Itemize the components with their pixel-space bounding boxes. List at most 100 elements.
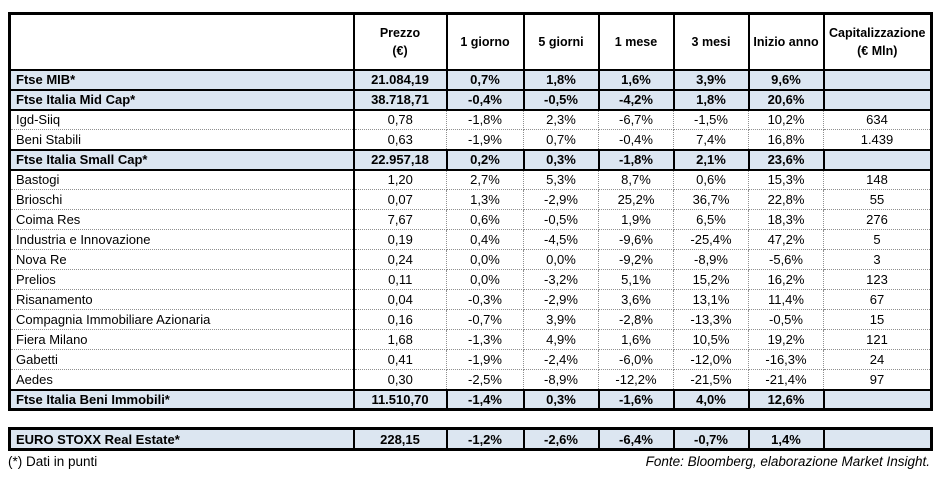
row-prezzo: 1,20 <box>353 169 447 190</box>
row-5-giorni: -2,9% <box>523 189 599 210</box>
table-row: Coima Res 7,67 0,6% -0,5% 1,9% 6,5% 18,3… <box>9 209 932 230</box>
row-3-mesi: 13,1% <box>673 289 749 310</box>
row-5-giorni: 0,3% <box>522 388 600 411</box>
row-inizio-anno: 16,8% <box>748 129 824 150</box>
row-name: Beni Stabili <box>9 129 355 150</box>
row-1-giorno: -1,3% <box>446 329 524 350</box>
row-1-giorno: 1,3% <box>446 189 524 210</box>
row-3-mesi: 15,2% <box>673 269 749 290</box>
row-inizio-anno: 47,2% <box>748 229 824 250</box>
row-1-mese: 1,6% <box>598 329 674 350</box>
footer: (*) Dati in punti Fonte: Bloomberg, elab… <box>8 454 930 469</box>
row-3-mesi: 3,9% <box>672 68 750 91</box>
row-1-mese: 1,9% <box>598 209 674 230</box>
row-3-mesi: 7,4% <box>673 129 749 150</box>
row-cap: 123 <box>823 269 932 290</box>
row-name: Gabetti <box>9 349 355 370</box>
header-cap-line1: Capitalizzazione <box>828 25 926 40</box>
euro-stoxx-row: EURO STOXX Real Estate* 228,15 -1,2% -2,… <box>8 427 933 451</box>
table-row: Ftse Italia Small Cap* 22.957,18 0,2% 0,… <box>8 148 933 171</box>
row-cap <box>822 88 933 111</box>
row-5-giorni: 0,3% <box>522 148 600 171</box>
row-name: Bastogi <box>9 169 355 190</box>
source-note: Fonte: Bloomberg, elaborazione Market In… <box>645 454 930 469</box>
row-cap: 55 <box>823 189 932 210</box>
row-1-mese: -4,2% <box>597 88 675 111</box>
row-name: Ftse Italia Mid Cap* <box>8 88 355 111</box>
row-3-mesi: -12,0% <box>673 349 749 370</box>
row-1-mese: 25,2% <box>598 189 674 210</box>
row-inizio-anno: -16,3% <box>748 349 824 370</box>
row-cap: 1.439 <box>823 129 932 150</box>
row-cap: 97 <box>823 369 932 390</box>
row-1-giorno: -0,3% <box>446 289 524 310</box>
euro-stoxx-name: EURO STOXX Real Estate* <box>8 427 355 451</box>
row-prezzo: 38.718,71 <box>352 88 448 111</box>
row-5-giorni: 4,9% <box>523 329 599 350</box>
table-row: Brioschi 0,07 1,3% -2,9% 25,2% 36,7% 22,… <box>9 189 932 210</box>
row-prezzo: 0,41 <box>353 349 447 370</box>
prices-table-header: Prezzo (€) 1 giorno 5 giorni 1 mese 3 mes… <box>8 12 933 71</box>
row-1-giorno: 0,0% <box>446 249 524 270</box>
row-prezzo: 1,68 <box>353 329 447 350</box>
row-5-giorni: -2,4% <box>523 349 599 370</box>
euro-stoxx-prezzo: 228,15 <box>352 427 448 451</box>
row-name: Ftse Italia Small Cap* <box>8 148 355 171</box>
row-1-giorno: -1,9% <box>446 349 524 370</box>
euro-stoxx-5-giorni: -2,6% <box>522 427 600 451</box>
table-row: Beni Stabili 0,63 -1,9% 0,7% -0,4% 7,4% … <box>9 129 932 150</box>
row-5-giorni: -8,9% <box>523 369 599 390</box>
row-prezzo: 22.957,18 <box>352 148 448 171</box>
row-inizio-anno: 9,6% <box>747 68 825 91</box>
row-prezzo: 0,63 <box>353 129 447 150</box>
header-name <box>8 12 355 71</box>
header-prezzo-line1: Prezzo <box>379 25 421 40</box>
table-row: Ftse MIB* 21.084,19 0,7% 1,8% 1,6% 3,9% … <box>8 68 933 91</box>
euro-stoxx-cap <box>822 427 933 451</box>
row-inizio-anno: 18,3% <box>748 209 824 230</box>
row-3-mesi: 6,5% <box>673 209 749 230</box>
prices-table: Prezzo (€) 1 giorno 5 giorni 1 mese 3 mes… <box>8 12 933 411</box>
row-inizio-anno: 10,2% <box>748 109 824 130</box>
row-cap: 15 <box>823 309 932 330</box>
header-row: Prezzo (€) 1 giorno 5 giorni 1 mese 3 mes… <box>8 12 933 71</box>
row-3-mesi: 0,6% <box>673 169 749 190</box>
table-row: Aedes 0,30 -2,5% -8,9% -12,2% -21,5% -21… <box>9 369 932 390</box>
row-3-mesi: -1,5% <box>673 109 749 130</box>
table-row: Bastogi 1,20 2,7% 5,3% 8,7% 0,6% 15,3% 1… <box>9 169 932 190</box>
row-prezzo: 21.084,19 <box>352 68 448 91</box>
row-3-mesi: -13,3% <box>673 309 749 330</box>
row-cap: 67 <box>823 289 932 310</box>
row-inizio-anno: 16,2% <box>748 269 824 290</box>
row-1-mese: 5,1% <box>598 269 674 290</box>
row-3-mesi: -8,9% <box>673 249 749 270</box>
header-inizio-anno: Inizio anno <box>747 12 825 71</box>
page: Prezzo (€) 1 giorno 5 giorni 1 mese 3 mes… <box>8 12 933 469</box>
row-cap <box>822 68 933 91</box>
euro-stoxx-1-mese: -6,4% <box>597 427 675 451</box>
row-1-mese: -2,8% <box>598 309 674 330</box>
row-inizio-anno: 22,8% <box>748 189 824 210</box>
row-name: Aedes <box>9 369 355 390</box>
header-5-giorni: 5 giorni <box>522 12 600 71</box>
row-1-giorno: -0,7% <box>446 309 524 330</box>
row-3-mesi: 2,1% <box>672 148 750 171</box>
row-name: Coima Res <box>9 209 355 230</box>
row-name: Fiera Milano <box>9 329 355 350</box>
row-prezzo: 0,11 <box>353 269 447 290</box>
table-row: Igd-Siiq 0,78 -1,8% 2,3% -6,7% -1,5% 10,… <box>9 109 932 130</box>
header-prezzo-line2: (€) <box>392 43 408 58</box>
row-cap: 276 <box>823 209 932 230</box>
row-1-giorno: -0,4% <box>445 88 525 111</box>
row-1-giorno: 0,0% <box>446 269 524 290</box>
row-prezzo: 0,04 <box>353 289 447 310</box>
row-1-giorno: -2,5% <box>446 369 524 390</box>
row-3-mesi: -21,5% <box>673 369 749 390</box>
table-row: Gabetti 0,41 -1,9% -2,4% -6,0% -12,0% -1… <box>9 349 932 370</box>
row-inizio-anno: 20,6% <box>747 88 825 111</box>
row-5-giorni: 0,0% <box>523 249 599 270</box>
row-name: Prelios <box>9 269 355 290</box>
row-name: Risanamento <box>9 289 355 310</box>
row-inizio-anno: 11,4% <box>748 289 824 310</box>
row-1-mese: -6,0% <box>598 349 674 370</box>
